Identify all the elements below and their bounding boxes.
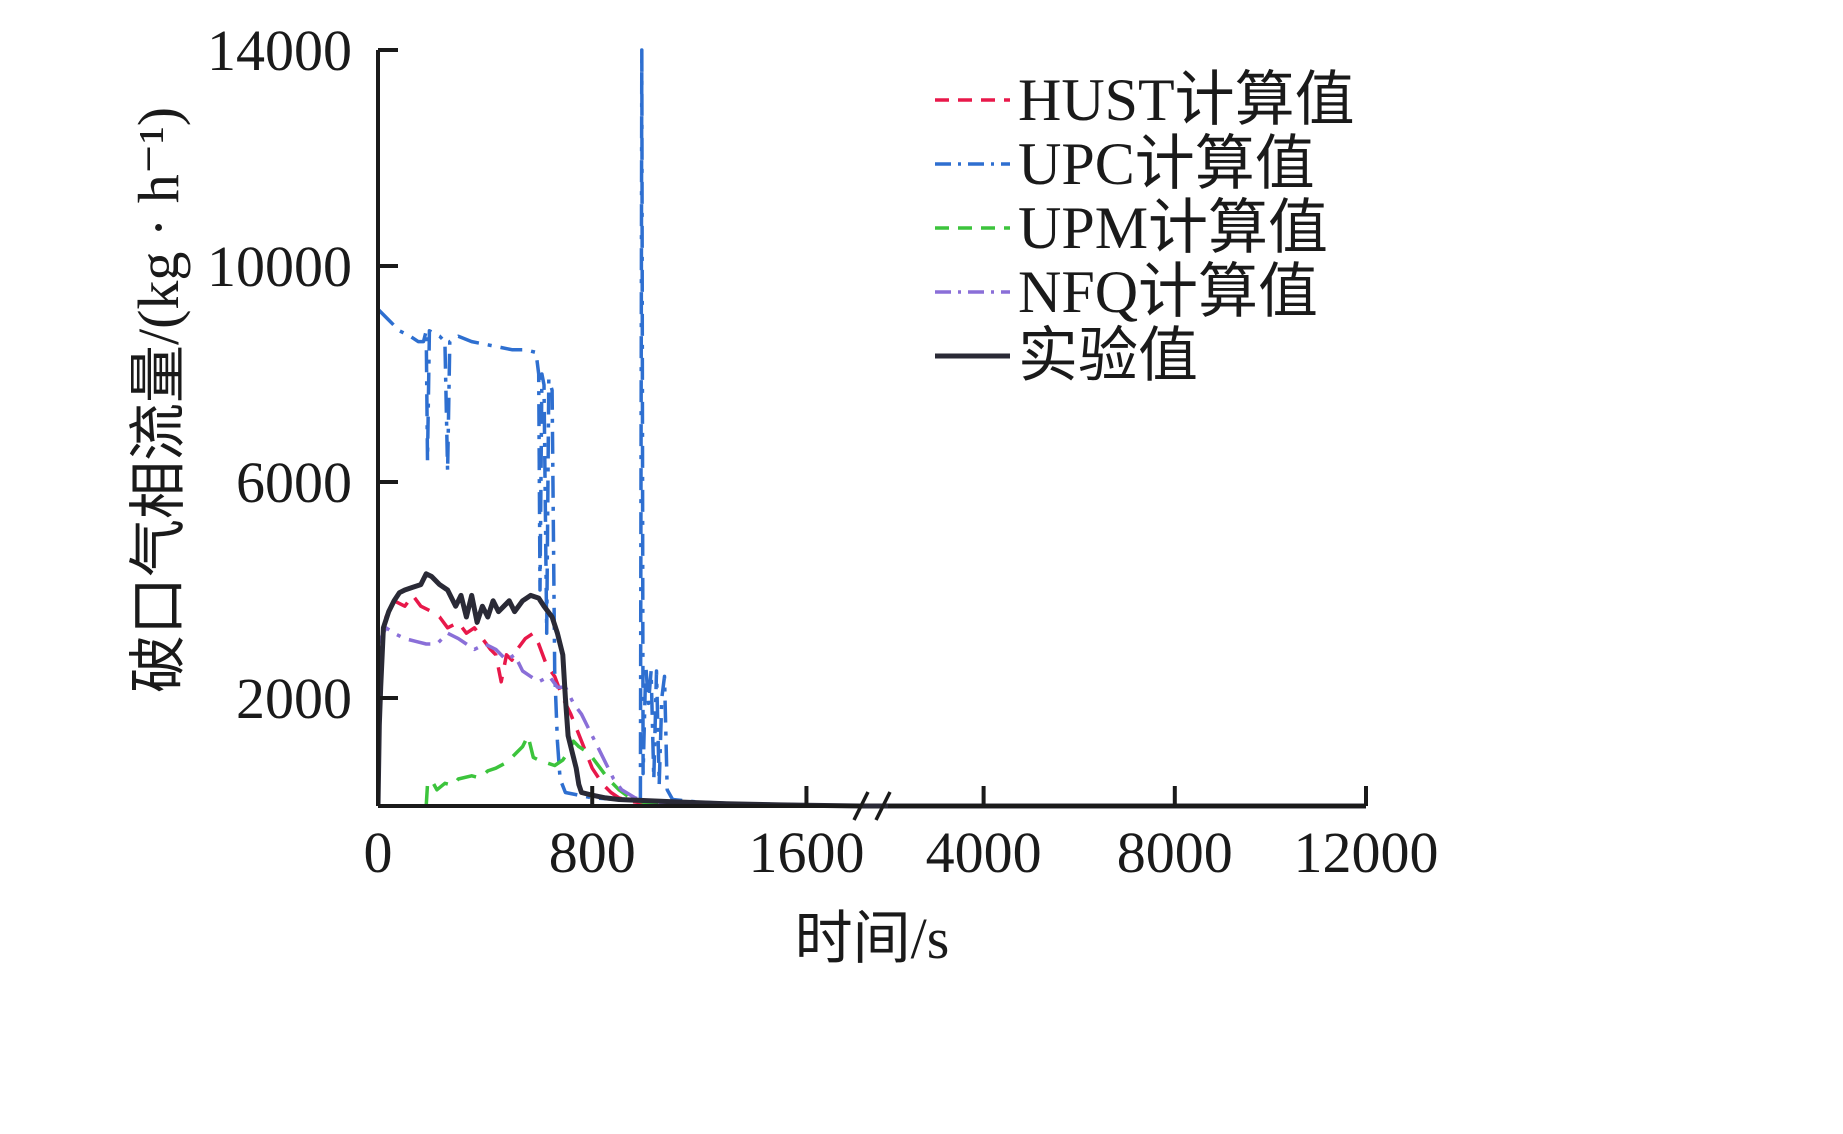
y-tick-label: 14000: [207, 18, 352, 83]
y-tick-label: 2000: [236, 666, 352, 731]
series-line-2: [380, 48, 861, 808]
x-tick-label: 8000: [1117, 820, 1233, 885]
series-line-3: [424, 734, 861, 808]
legend-label: 实验值: [1018, 323, 1198, 389]
x-tick-label: 12000: [1294, 820, 1439, 885]
series-layer: [380, 48, 1366, 809]
x-tick-label: 1600: [748, 820, 864, 885]
series-line-1: [380, 593, 861, 808]
ticks-layer: 2000 6000 10000 14000 0 800 1600 4000 8000 12000: [207, 18, 1439, 885]
legend-label: NFQ计算值: [1018, 259, 1318, 325]
y-axis-title: 破口气相流量/(kg · h⁻¹): [126, 107, 191, 693]
x-axis-title: 时间/s: [795, 906, 950, 971]
legend-label: HUST计算值: [1018, 67, 1355, 133]
x-tick-label: 800: [549, 820, 636, 885]
series-line-5: [380, 571, 1366, 809]
y-tick-label: 6000: [236, 450, 352, 515]
legend-label: UPC计算值: [1018, 131, 1315, 197]
x-tick-label: 4000: [926, 820, 1042, 885]
y-tick-label: 10000: [207, 234, 352, 299]
x-tick-label: 0: [364, 820, 393, 885]
series-line-4: [380, 626, 861, 808]
axis-break-mark: [874, 791, 892, 821]
axis-break-mark: [852, 791, 870, 821]
legend-label: UPM计算值: [1018, 195, 1328, 261]
axes-layer: [376, 50, 1366, 821]
